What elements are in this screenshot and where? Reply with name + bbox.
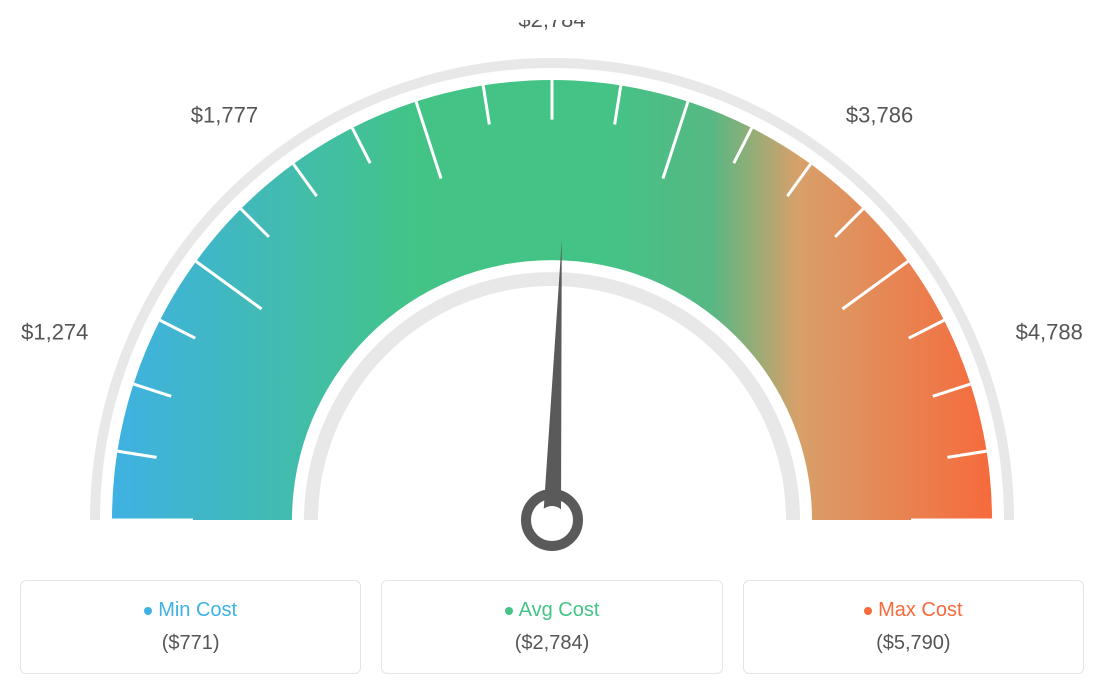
dot-icon (505, 607, 513, 615)
legend-min-label: Min Cost (158, 599, 237, 621)
legend-avg-box: Avg Cost ($2,784) (381, 580, 722, 674)
legend-min-box: Min Cost ($771) (20, 580, 361, 674)
gauge-svg: $771$1,274$1,777$2,784$3,786$4,788$5,790 (20, 20, 1084, 560)
legend-max-value: ($5,790) (754, 632, 1073, 655)
legend-min-value: ($771) (31, 632, 350, 655)
svg-text:$3,786: $3,786 (846, 102, 913, 127)
svg-text:$1,777: $1,777 (191, 102, 258, 127)
legend-min-title: Min Cost (31, 599, 350, 622)
legend-avg-title: Avg Cost (392, 599, 711, 622)
dot-icon (864, 607, 872, 615)
legend-max-title: Max Cost (754, 599, 1073, 622)
legend-max-label: Max Cost (878, 599, 962, 621)
legend-avg-label: Avg Cost (519, 599, 600, 621)
legend-avg-value: ($2,784) (392, 632, 711, 655)
dot-icon (144, 607, 152, 615)
svg-text:$1,274: $1,274 (21, 320, 88, 345)
svg-text:$2,784: $2,784 (518, 20, 585, 32)
legend-row: Min Cost ($771) Avg Cost ($2,784) Max Co… (20, 580, 1084, 674)
svg-text:$4,788: $4,788 (1016, 320, 1083, 345)
legend-max-box: Max Cost ($5,790) (743, 580, 1084, 674)
cost-gauge-chart: $771$1,274$1,777$2,784$3,786$4,788$5,790 (20, 20, 1084, 560)
